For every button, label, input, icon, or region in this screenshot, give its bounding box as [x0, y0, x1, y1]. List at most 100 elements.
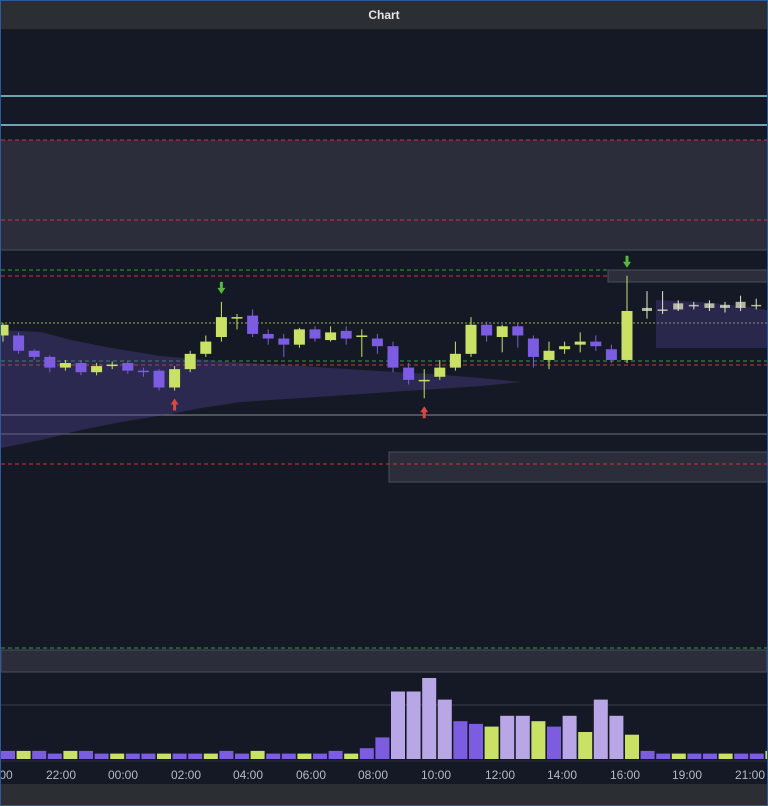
volume-bar	[157, 753, 171, 759]
candle-body	[13, 335, 25, 351]
candle-body	[340, 330, 352, 339]
candle-body	[325, 332, 337, 341]
volume-bar	[469, 723, 483, 759]
volume-bar	[16, 750, 31, 759]
volume-bar	[125, 753, 140, 759]
x-tick-label: 00	[1, 768, 13, 782]
volume-bar	[203, 753, 218, 759]
signal-arrows-layer	[170, 255, 631, 419]
sell-arrow-icon	[623, 255, 631, 268]
volume-bar	[765, 750, 767, 759]
candle-body	[642, 307, 652, 311]
candle-body	[418, 379, 430, 382]
volume-bar	[578, 732, 593, 759]
candle-body	[449, 353, 461, 368]
volume-bar	[281, 753, 296, 759]
candle-body	[605, 349, 617, 360]
zone-candles-layer	[642, 291, 762, 319]
candle-body	[590, 341, 602, 347]
candle-body	[481, 324, 493, 336]
volume-bar	[219, 750, 234, 759]
x-tick-label: 06:00	[296, 768, 326, 782]
candle-body	[543, 350, 555, 360]
volume-bar	[437, 699, 452, 759]
volume-bar	[250, 750, 265, 759]
background-layer	[1, 95, 767, 762]
volume-bar	[63, 750, 78, 759]
sell-arrow-icon	[217, 281, 226, 294]
volume-profile	[656, 300, 767, 348]
candle-body	[688, 304, 699, 307]
candle-body	[262, 333, 274, 339]
candle-body	[28, 350, 40, 357]
volume-bar	[47, 753, 62, 759]
volume-bar	[531, 721, 546, 759]
candle-body	[278, 338, 290, 345]
volume-bar	[94, 753, 109, 759]
volume-bar	[749, 753, 764, 759]
candle-body	[231, 317, 243, 319]
volume-bar	[110, 753, 125, 759]
candle-body	[673, 303, 684, 310]
candle-body	[735, 301, 746, 308]
volume-bar	[562, 715, 577, 759]
volume-bar	[453, 721, 468, 759]
x-tick-label: 16:00	[610, 768, 640, 782]
scroll-bar[interactable]	[1, 784, 767, 805]
supply-zone	[607, 269, 767, 283]
volume-bar	[703, 753, 717, 759]
candle-body	[59, 363, 71, 368]
candle-body	[106, 364, 118, 367]
candle-body	[559, 346, 571, 350]
candle-body	[574, 341, 586, 345]
buy-arrow-icon	[170, 398, 179, 411]
volume-bar	[609, 715, 624, 759]
resistance-zone	[1, 140, 767, 250]
x-tick-label: 02:00	[171, 768, 201, 782]
volume-bar	[734, 753, 749, 759]
candle-body	[215, 317, 227, 338]
volume-bar	[141, 753, 156, 759]
volume-bar	[671, 753, 686, 759]
x-tick-label: 14:00	[547, 768, 577, 782]
price-chart[interactable]: 00 22:00 00:00 02:00 04:00 06:00 08:00 10:00 12:…	[1, 30, 767, 784]
volume-bar	[718, 753, 733, 759]
volume-bar	[328, 750, 343, 759]
volume-bar	[640, 750, 655, 759]
candle-body	[309, 329, 321, 339]
x-tick-label: 08:00	[358, 768, 388, 782]
x-tick-label: 12:00	[485, 768, 515, 782]
volume-bar	[266, 753, 281, 759]
volume-bar	[79, 750, 93, 759]
candle-body	[153, 370, 165, 388]
candle-body	[75, 363, 87, 373]
candle-body	[465, 324, 477, 354]
volume-bar	[515, 715, 530, 759]
candle-body	[356, 335, 368, 337]
candle-body	[44, 356, 56, 368]
candle-body	[247, 315, 259, 334]
candle-body	[657, 309, 668, 311]
candle-body	[1, 324, 9, 336]
candle-body	[720, 304, 730, 308]
volume-bar	[656, 753, 671, 759]
volume-bar	[484, 726, 499, 759]
volume-bar	[593, 699, 608, 759]
volume-bar	[188, 753, 203, 759]
lower-zone	[1, 649, 767, 673]
x-tick-label: 22:00	[46, 768, 76, 782]
volume-bar	[32, 750, 47, 759]
volume-bar	[687, 753, 702, 759]
candle-body	[371, 338, 383, 347]
candle-body	[137, 370, 149, 373]
candle-body	[91, 366, 103, 373]
volume-bar	[359, 748, 374, 759]
volume-bar	[1, 750, 15, 759]
candle-body	[169, 369, 181, 388]
candle-body	[293, 329, 305, 345]
candle-body	[527, 338, 539, 357]
x-tick-label: 00:00	[108, 768, 138, 782]
candle-body	[496, 326, 508, 338]
volume-bar	[375, 737, 390, 759]
title-bar: Chart	[1, 1, 767, 30]
